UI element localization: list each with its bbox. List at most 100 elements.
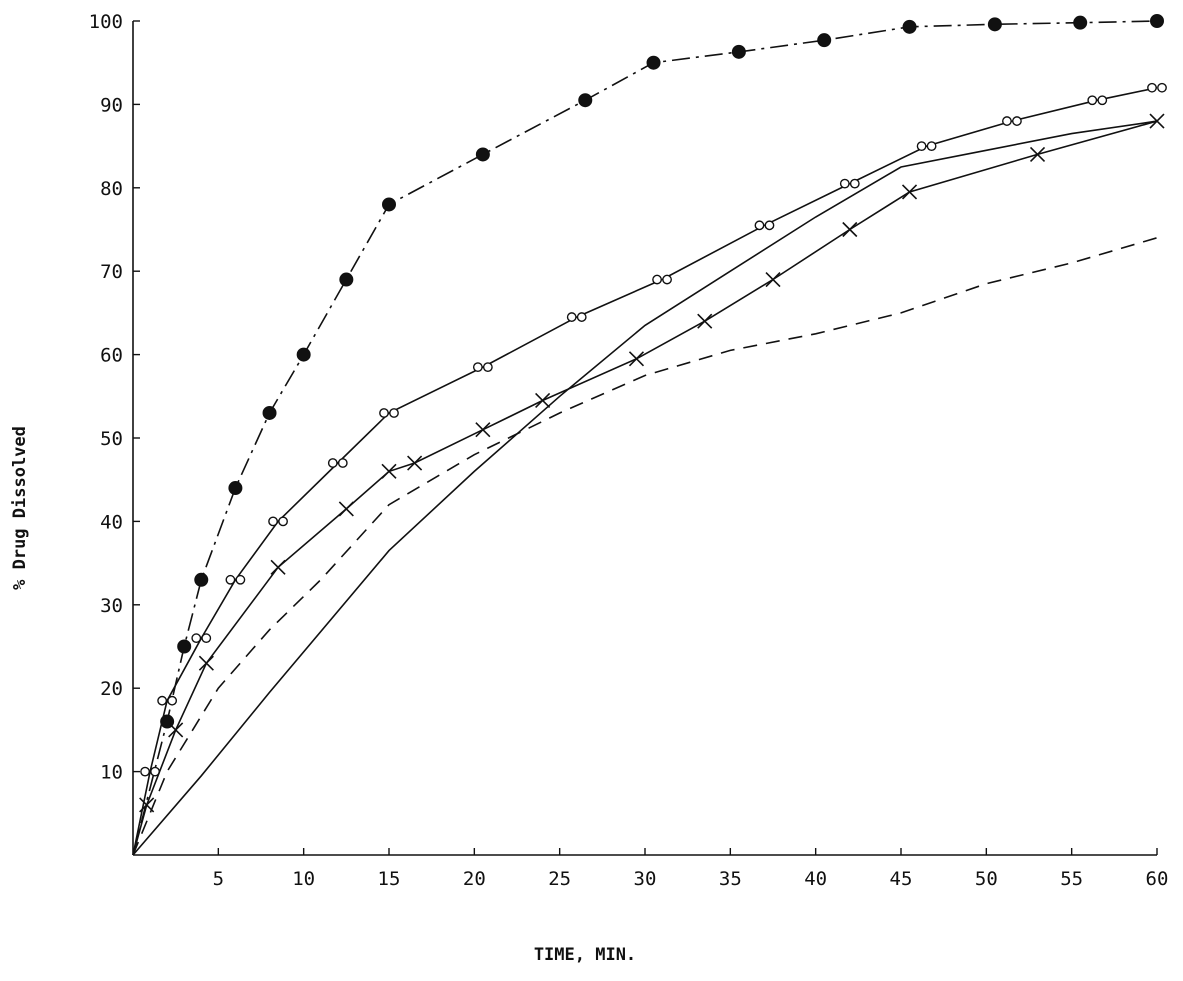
series-2-point <box>1147 82 1157 93</box>
series-2 <box>132 82 1167 856</box>
series-2-point <box>1097 95 1108 106</box>
series-3-point <box>198 655 214 671</box>
series-2-point <box>278 516 288 527</box>
series-1-point <box>987 17 1002 32</box>
series-1-point <box>177 639 192 654</box>
series-2-point <box>1002 116 1012 126</box>
series-2-point <box>1087 95 1098 106</box>
tick-marks: 5 10 15 20 25 30 35 40 45 50 55 60 10 20 30 40 50 60 70 80 9… <box>89 11 1169 890</box>
series-2-point <box>167 695 178 706</box>
y-axis-title: % Drug Dissolved <box>10 426 30 590</box>
series-2-point <box>268 516 278 527</box>
x-tick-label: 30 <box>634 868 657 890</box>
series-group <box>132 14 1167 856</box>
y-tick-label: 20 <box>100 678 123 700</box>
series-3-point <box>535 392 551 409</box>
series-1-point <box>475 147 490 162</box>
x-tick-label: 50 <box>975 868 998 890</box>
series-2-point <box>916 141 927 152</box>
series-2-point <box>235 574 246 585</box>
series-2-point <box>839 178 850 189</box>
series-3-point <box>338 501 354 517</box>
series-5-line <box>132 237 1158 856</box>
series-2-point <box>389 408 399 418</box>
series-2-point <box>140 766 150 777</box>
series-3-point <box>381 463 397 479</box>
series-1-point <box>228 481 243 496</box>
y-tick-label: 40 <box>100 511 123 533</box>
series-2-point <box>482 362 493 373</box>
series-2-point <box>662 274 672 285</box>
series-3-point <box>168 722 184 738</box>
y-tick-label: 30 <box>100 595 123 617</box>
series-1-point <box>902 19 917 34</box>
series-2-point <box>327 458 338 468</box>
series-3-point <box>1029 146 1046 163</box>
x-tick-label: 40 <box>804 868 827 890</box>
series-3 <box>132 113 1165 856</box>
series-3-point <box>901 184 918 200</box>
series-4 <box>132 120 1158 856</box>
series-3-point <box>842 221 858 238</box>
series-2-point <box>191 633 202 644</box>
series-2-point <box>566 312 577 322</box>
series-2-point <box>1157 82 1167 93</box>
x-axis-title: TIME, MIN. <box>534 945 636 965</box>
series-2-point <box>337 458 348 468</box>
y-tick-label: 70 <box>100 261 123 283</box>
series-1-point <box>1073 15 1088 30</box>
series-2-point <box>576 312 587 322</box>
y-tick-label: 90 <box>100 94 123 116</box>
series-2-point <box>754 220 765 231</box>
x-tick-label: 20 <box>463 868 486 890</box>
series-1-point <box>1150 14 1164 28</box>
series-2-point <box>1012 116 1022 126</box>
series-1-point <box>296 347 311 362</box>
y-tick-label: 50 <box>100 428 123 450</box>
series-2-point <box>652 274 662 285</box>
x-tick-label: 10 <box>292 868 315 890</box>
series-1-point <box>731 44 746 59</box>
x-tick-label: 25 <box>548 868 571 890</box>
series-2-point <box>764 220 775 231</box>
y-tick-label: 100 <box>89 11 123 33</box>
series-2-point <box>157 695 168 706</box>
series-1-point <box>646 55 661 70</box>
series-1-point <box>194 572 209 587</box>
axes <box>132 21 1157 856</box>
series-5 <box>132 237 1158 856</box>
series-1-point <box>262 405 277 420</box>
x-tick-label: 15 <box>378 868 401 890</box>
series-2-point <box>201 633 212 644</box>
y-tick-label: 10 <box>100 762 123 784</box>
x-tick-label: 60 <box>1146 868 1169 890</box>
x-tick-label: 5 <box>213 868 224 890</box>
series-1-point <box>578 93 593 108</box>
x-tick-label: 35 <box>719 868 742 890</box>
series-2-point <box>849 178 860 189</box>
x-tick-label: 55 <box>1060 868 1083 890</box>
series-2-point <box>472 362 483 373</box>
series-3-line <box>132 120 1158 856</box>
series-4-line <box>132 120 1158 856</box>
series-2-line <box>132 86 1158 856</box>
series-1-point <box>339 272 354 287</box>
series-3-point <box>765 271 781 288</box>
series-2-point <box>379 408 389 418</box>
series-1-point <box>817 33 832 48</box>
series-1-point <box>382 197 396 212</box>
series-1-line <box>132 20 1158 856</box>
series-3-point <box>1149 113 1165 129</box>
series-3-point <box>270 559 286 575</box>
x-tick-label: 45 <box>890 868 913 890</box>
series-3-point <box>628 351 645 367</box>
y-tick-label: 80 <box>100 178 123 200</box>
series-3-point <box>407 455 423 471</box>
series-3-point <box>475 422 491 438</box>
series-2-point <box>926 141 937 152</box>
series-1 <box>132 14 1164 856</box>
series-3-point <box>697 313 713 329</box>
y-tick-label: 60 <box>100 345 123 367</box>
series-2-point <box>225 574 236 585</box>
